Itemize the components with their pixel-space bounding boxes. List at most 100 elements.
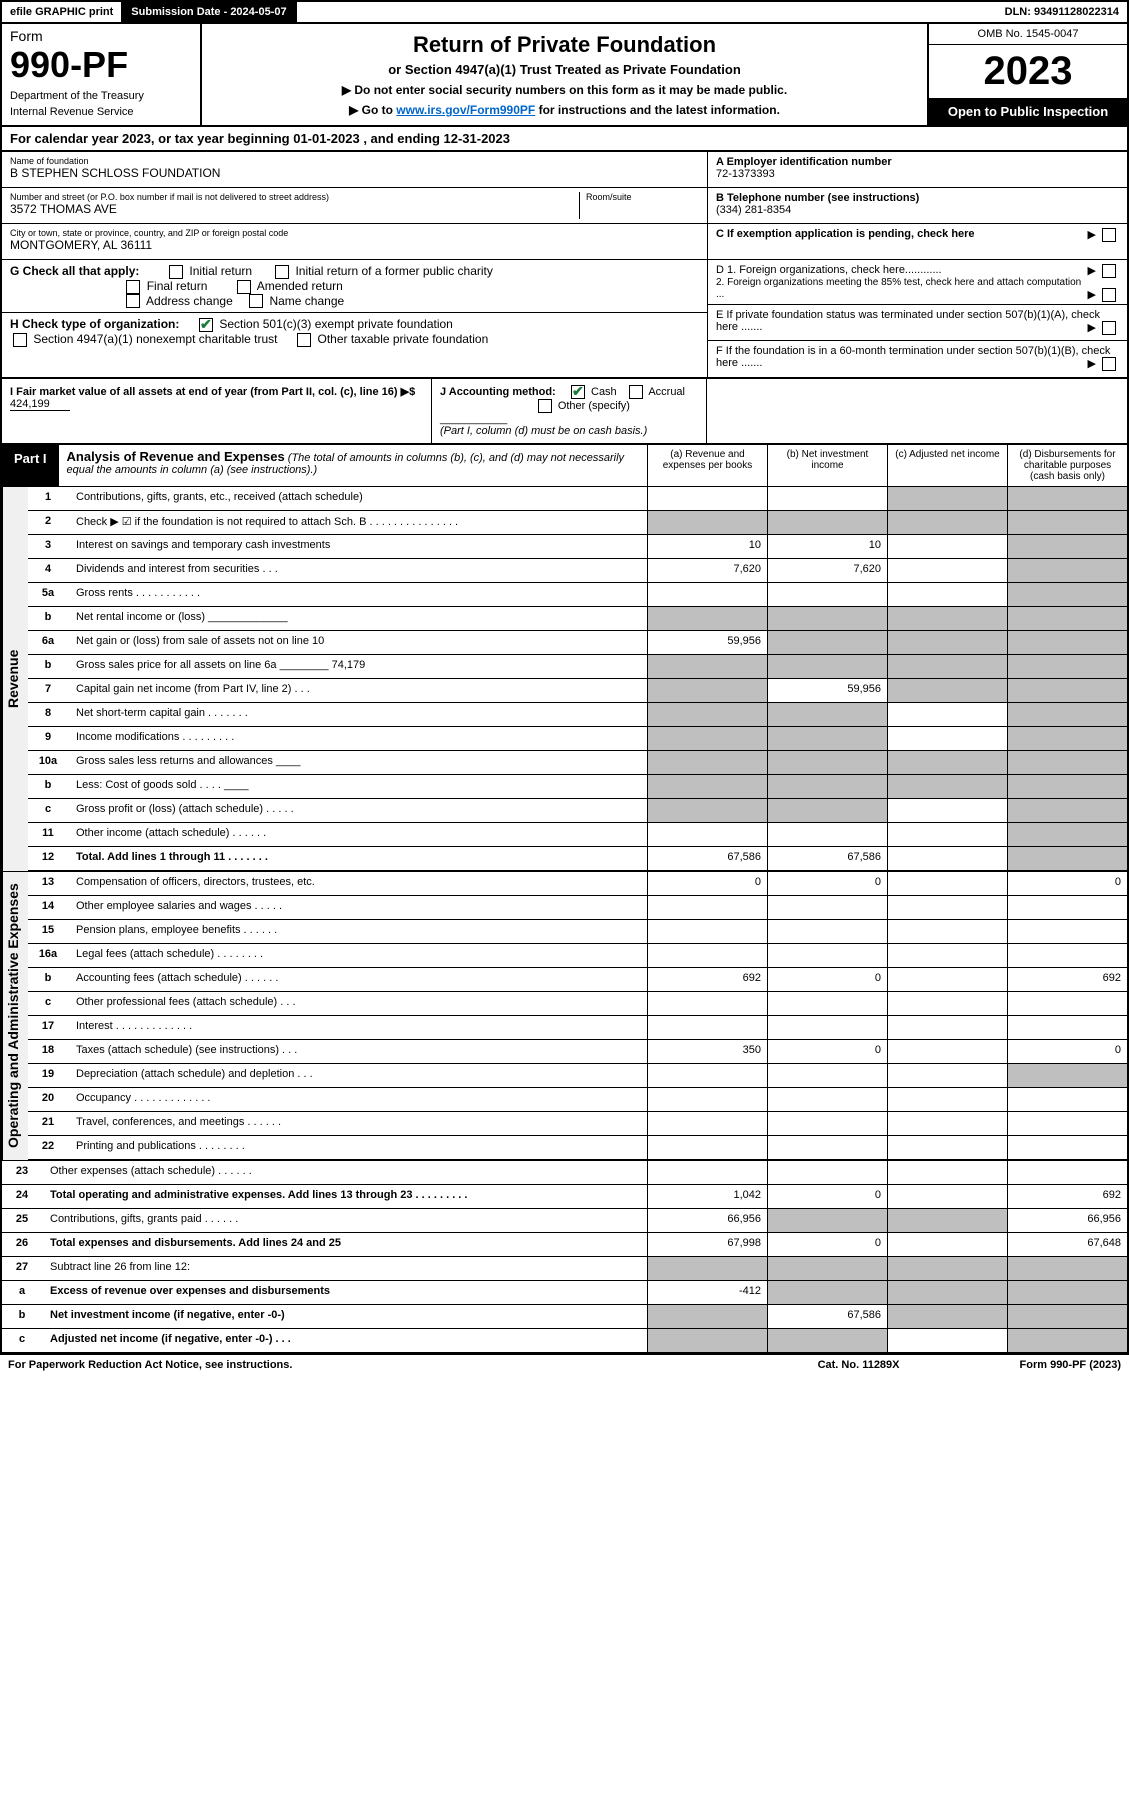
cell-c (887, 1088, 1007, 1111)
cell-dcol (1007, 799, 1127, 822)
cell-a (647, 992, 767, 1015)
table-row: aExcess of revenue over expenses and dis… (2, 1281, 1127, 1305)
line-desc: Gross sales price for all assets on line… (68, 655, 647, 678)
footer-left: For Paperwork Reduction Act Notice, see … (8, 1359, 292, 1371)
cell-b: 10 (767, 535, 887, 558)
checkbox-initial[interactable] (169, 265, 183, 279)
cell-dcol (1007, 944, 1127, 967)
checkbox-c[interactable] (1102, 228, 1116, 242)
cell-c (887, 920, 1007, 943)
open-public: Open to Public Inspection (929, 98, 1127, 125)
checkbox-cash[interactable] (571, 385, 585, 399)
checkbox-other-tax[interactable] (297, 333, 311, 347)
checkbox-other-acct[interactable] (538, 399, 552, 413)
note2: ▶ Go to www.irs.gov/Form990PF for instru… (210, 103, 919, 117)
name-label: Name of foundation (10, 156, 699, 166)
line-no: 3 (28, 535, 68, 558)
checkbox-amended[interactable] (237, 280, 251, 294)
cell-b: 67,586 (767, 1305, 887, 1328)
cell-b (767, 1281, 887, 1304)
cell-dcol (1007, 1088, 1127, 1111)
cell-a (647, 944, 767, 967)
checkbox-d2[interactable] (1102, 288, 1116, 302)
address: 3572 THOMAS AVE (10, 202, 579, 216)
checkbox-address[interactable] (126, 294, 140, 308)
section-g: G Check all that apply: Initial return I… (2, 260, 707, 313)
d2-label: 2. Foreign organizations meeting the 85%… (716, 277, 1081, 300)
cell-b: 0 (767, 1233, 887, 1256)
cell-b: 0 (767, 1185, 887, 1208)
g-opt4: Address change (146, 294, 233, 308)
cell-dcol: 692 (1007, 1185, 1127, 1208)
col-c: (c) Adjusted net income (887, 445, 1007, 486)
line-no: 18 (28, 1040, 68, 1063)
table-row: cAdjusted net income (if negative, enter… (2, 1329, 1127, 1353)
cell-c (887, 823, 1007, 846)
col-b: (b) Net investment income (767, 445, 887, 486)
part1-header: Part I Analysis of Revenue and Expenses … (0, 445, 1129, 487)
fmv: 424,199 (10, 398, 70, 411)
table-row: 19Depreciation (attach schedule) and dep… (28, 1064, 1127, 1088)
g-opt1: Initial return of a former public charit… (295, 264, 492, 278)
checkbox-initial-former[interactable] (275, 265, 289, 279)
form-link[interactable]: www.irs.gov/Form990PF (396, 103, 535, 117)
table-row: bLess: Cost of goods sold . . . . ____ (28, 775, 1127, 799)
cell-a: 67,998 (647, 1233, 767, 1256)
line-no: c (28, 799, 68, 822)
h-opt0: Section 501(c)(3) exempt private foundat… (219, 317, 452, 331)
table-row: 16aLegal fees (attach schedule) . . . . … (28, 944, 1127, 968)
checkbox-final[interactable] (126, 280, 140, 294)
cell-dcol (1007, 1329, 1127, 1352)
checkbox-accrual[interactable] (629, 385, 643, 399)
line-no: 24 (2, 1185, 42, 1208)
city-label: City or town, state or province, country… (10, 228, 699, 238)
line-desc: Gross sales less returns and allowances … (68, 751, 647, 774)
table-row: cGross profit or (loss) (attach schedule… (28, 799, 1127, 823)
cell-c (887, 1112, 1007, 1135)
line-desc: Compensation of officers, directors, tru… (68, 872, 647, 895)
checkbox-name[interactable] (249, 294, 263, 308)
checkbox-501c3[interactable] (199, 318, 213, 332)
line-desc: Other expenses (attach schedule) . . . .… (42, 1161, 647, 1184)
efile-label[interactable]: efile GRAPHIC print (2, 2, 123, 22)
cell-c (887, 511, 1007, 534)
line-no: 9 (28, 727, 68, 750)
cell-c (887, 896, 1007, 919)
table-row: bNet investment income (if negative, ent… (2, 1305, 1127, 1329)
line-desc: Excess of revenue over expenses and disb… (42, 1281, 647, 1304)
cell-c (887, 968, 1007, 991)
line-no: b (2, 1305, 42, 1328)
cell-a (647, 487, 767, 510)
checkbox-f[interactable] (1102, 357, 1116, 371)
cell-dcol (1007, 992, 1127, 1015)
j-accrual: Accrual (648, 386, 685, 398)
line-desc: Capital gain net income (from Part IV, l… (68, 679, 647, 702)
line-desc: Pension plans, employee benefits . . . .… (68, 920, 647, 943)
checkbox-4947[interactable] (13, 333, 27, 347)
table-row: 10aGross sales less returns and allowanc… (28, 751, 1127, 775)
cell-a: 7,620 (647, 559, 767, 582)
e-label: E If private foundation status was termi… (716, 309, 1100, 333)
line-desc: Income modifications . . . . . . . . . (68, 727, 647, 750)
line-no: 13 (28, 872, 68, 895)
cell-b (767, 992, 887, 1015)
entity-info: Name of foundation B STEPHEN SCHLOSS FOU… (0, 152, 1129, 379)
table-row: 23Other expenses (attach schedule) . . .… (2, 1161, 1127, 1185)
checkbox-d1[interactable] (1102, 264, 1116, 278)
cell-c (887, 1233, 1007, 1256)
cell-c (887, 944, 1007, 967)
cell-dcol (1007, 703, 1127, 726)
cell-a (647, 1305, 767, 1328)
cell-c (887, 559, 1007, 582)
line-desc: Less: Cost of goods sold . . . . ____ (68, 775, 647, 798)
cell-dcol (1007, 847, 1127, 870)
g-opt3: Amended return (257, 279, 343, 293)
checkbox-e[interactable] (1102, 321, 1116, 335)
cell-c (887, 487, 1007, 510)
j-cash: Cash (591, 386, 617, 398)
table-row: 26Total expenses and disbursements. Add … (2, 1233, 1127, 1257)
cell-dcol (1007, 559, 1127, 582)
cell-b: 7,620 (767, 559, 887, 582)
cell-a: 1,042 (647, 1185, 767, 1208)
cell-a (647, 583, 767, 606)
